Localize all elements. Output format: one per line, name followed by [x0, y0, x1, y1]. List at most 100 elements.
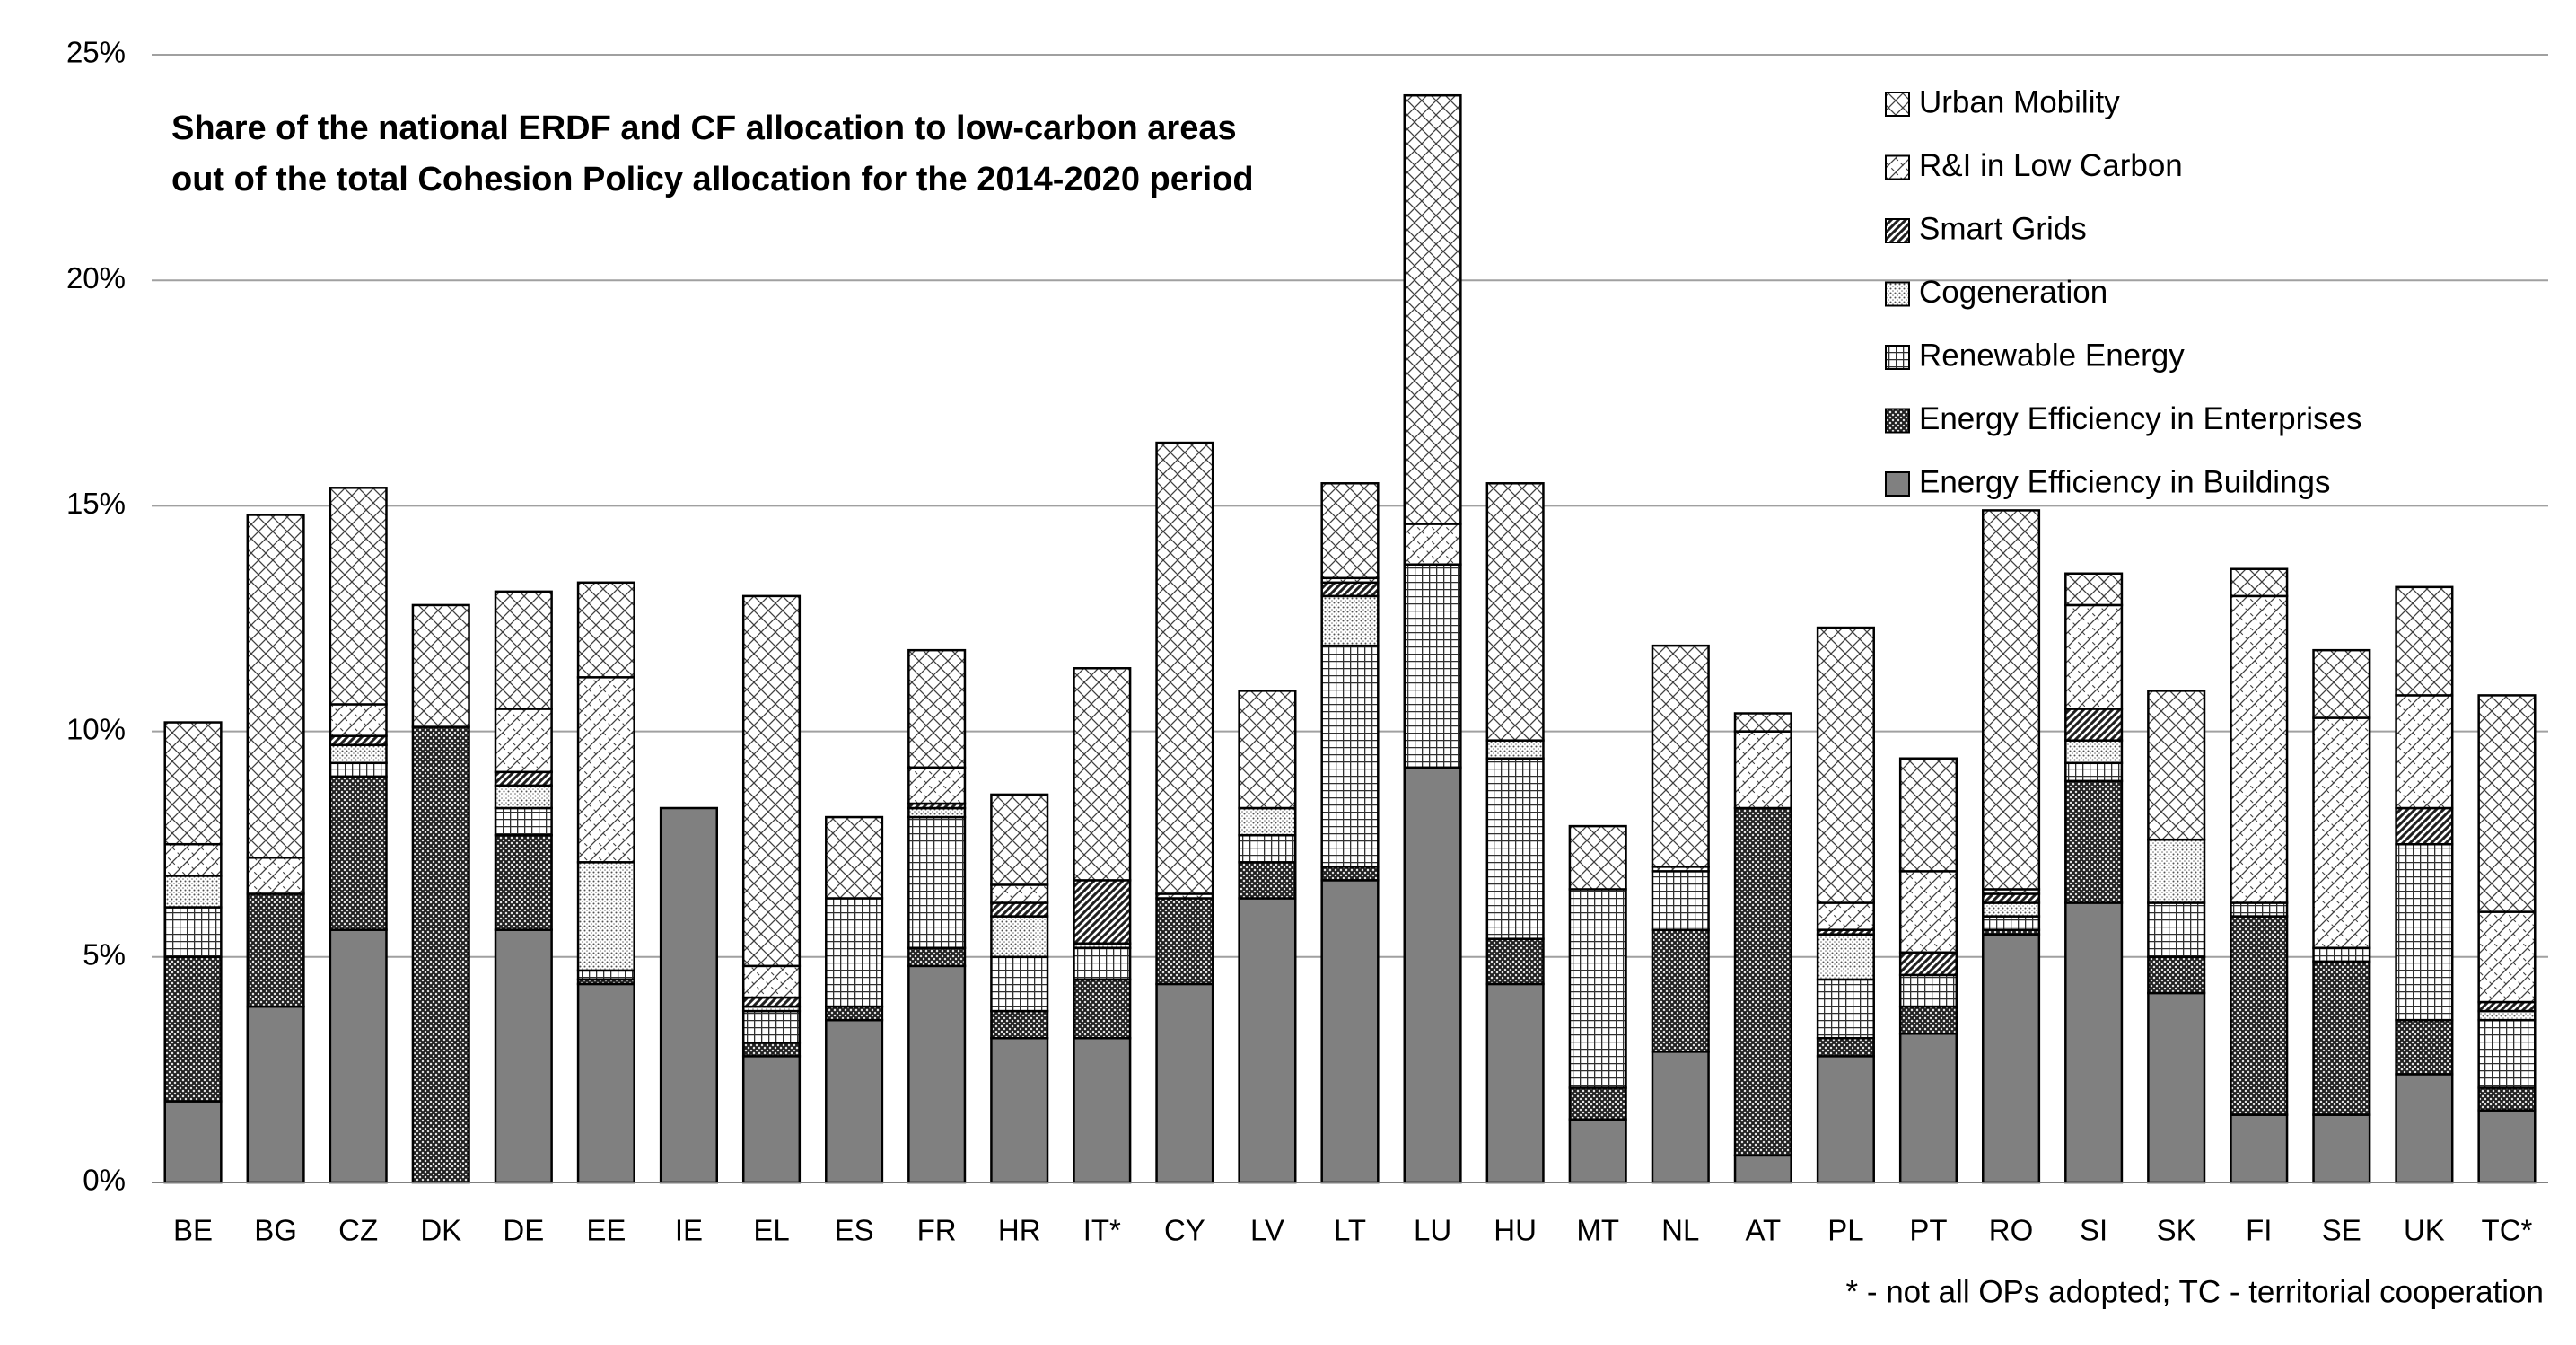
bar-segment [163, 955, 223, 1103]
bar-segment [1898, 973, 1958, 1008]
bar-segment [1403, 523, 1462, 566]
bar-segment [2477, 1018, 2537, 1089]
bar-segment [659, 806, 719, 1184]
legend-swatch [1885, 345, 1910, 370]
bar-segment [494, 833, 553, 931]
bar-segment [907, 648, 967, 769]
x-tick-label: BG [254, 1214, 297, 1247]
bar-segment [246, 857, 305, 895]
bar-segment [2230, 901, 2289, 918]
x-tick-label: NL [1661, 1214, 1699, 1247]
bar-segment [1485, 757, 1545, 940]
bar-segment [2395, 1073, 2454, 1184]
y-tick-label: 0% [83, 1164, 126, 1197]
footnote: * - not all OPs adopted; TC - territoria… [1845, 1274, 2544, 1309]
x-tick-label: AT [1745, 1214, 1781, 1247]
bar-segment [1898, 1032, 1958, 1184]
bar-segment [1238, 897, 1297, 1184]
legend-label: Cogeneration [1919, 275, 2107, 310]
bar-segment [741, 594, 802, 968]
bar-segment [825, 897, 884, 1008]
bar-segment [1485, 482, 1545, 742]
bar-segment [246, 892, 305, 1008]
bar-segment [2147, 901, 2206, 959]
bar-segment [163, 721, 223, 846]
bar-segment [2147, 991, 2206, 1184]
bar-segment [329, 734, 388, 746]
bar-segment [1238, 806, 1297, 837]
bar-segment [1485, 739, 1545, 760]
x-tick-label: SI [2080, 1214, 2107, 1247]
legend-label: Urban Mobility [1919, 84, 2120, 119]
x-tick-label: FI [2246, 1214, 2272, 1247]
bar-segment [329, 703, 388, 737]
bar-segment [1898, 870, 1958, 954]
chart-title: Share of the national ERDF and CF alloca… [171, 110, 1237, 147]
x-tick-label: CZ [338, 1214, 378, 1247]
bar-segment [907, 806, 967, 819]
bar-segment [2477, 694, 2537, 913]
bar-segment [741, 964, 802, 999]
bar-segment [2395, 1018, 2454, 1076]
chart-title: out of the total Cohesion Policy allocat… [171, 161, 1254, 198]
bar-segment [1733, 730, 1792, 810]
x-tick-label: IT* [1083, 1214, 1121, 1247]
bar-segment [1403, 93, 1462, 525]
bar-segment [2477, 1109, 2537, 1184]
legend-swatch [1885, 471, 1910, 497]
bar-segment [990, 1036, 1049, 1184]
bar-segment [2064, 572, 2124, 607]
legend-swatch [1885, 154, 1910, 180]
legend-swatch [1885, 218, 1910, 243]
bar-segment [1816, 1036, 1875, 1058]
bar-segment [1816, 901, 1875, 931]
bar-segment [1155, 982, 1214, 1184]
bar-segment [2395, 806, 2454, 846]
bar-segment [576, 676, 635, 864]
x-tick-label: DE [503, 1214, 544, 1247]
bar-segment [494, 784, 553, 810]
bar-segment [163, 842, 223, 877]
bar-segment [576, 581, 635, 679]
bar-segment [329, 487, 388, 706]
bar-segment [2230, 1113, 2289, 1184]
legend-label: Energy Efficiency in Buildings [1919, 464, 2331, 499]
bar-segment [741, 1009, 802, 1044]
bar-segment [494, 770, 553, 787]
bar-segment [2312, 648, 2371, 719]
bar-segment [163, 906, 223, 959]
bar-segment [1651, 644, 1710, 868]
x-tick-label: PL [1827, 1214, 1863, 1247]
bar-segment [494, 590, 553, 710]
x-tick-label: CY [1164, 1214, 1205, 1247]
x-tick-label: LV [1250, 1214, 1284, 1247]
bar-segment [1981, 509, 2041, 891]
bar-segment [1485, 937, 1545, 986]
x-tick-label: LT [1334, 1214, 1366, 1247]
bar-segment [2312, 946, 2371, 963]
bar-segment [2395, 585, 2454, 697]
bar-segment [1073, 879, 1132, 945]
legend-label: Energy Efficiency in Enterprises [1919, 401, 2361, 436]
bar-segment [1733, 1154, 1792, 1184]
bar-segment [329, 761, 388, 778]
bar-segment [1568, 1086, 1627, 1121]
bar-segment [246, 514, 305, 859]
bar-segment [1568, 1118, 1627, 1184]
bar-segment [2312, 1113, 2371, 1184]
bar-segment [2064, 901, 2124, 1184]
x-tick-label: MT [1576, 1214, 1619, 1247]
y-tick-label: 25% [66, 36, 126, 69]
bar-segment [1403, 563, 1462, 769]
bar-segment [1651, 870, 1710, 931]
bar-segment [494, 708, 553, 774]
legend-label: R&I in Low Carbon [1919, 148, 2183, 183]
bar-segment [576, 861, 635, 972]
bar-segment [2147, 955, 2206, 995]
bar-segment [2230, 594, 2289, 904]
legend-swatch [1885, 408, 1910, 434]
bar-segment [1238, 861, 1297, 900]
bar-segment [990, 1009, 1049, 1040]
bar-segment [2477, 910, 2537, 1004]
bar-segment [1898, 757, 1958, 873]
